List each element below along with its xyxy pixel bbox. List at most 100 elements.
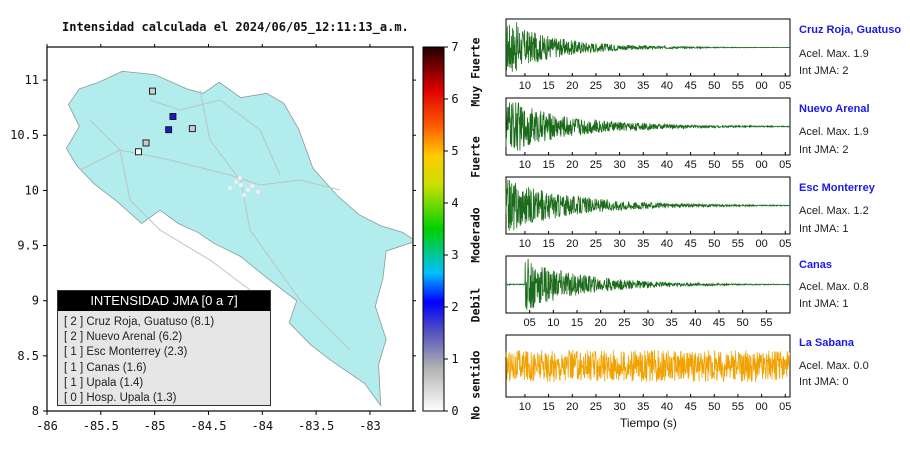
colorbar-category-label: Moderado xyxy=(469,207,483,262)
trace-tick-label: 55 xyxy=(732,159,744,171)
trace-tick-label: 45 xyxy=(713,317,725,329)
map-title: Intensidad calculada el 2024/06/05_12:11… xyxy=(62,20,409,34)
seismogram-trace xyxy=(505,102,790,151)
trace-accel: Acel. Max. 1.9 xyxy=(799,48,869,60)
trace-tick-label: 40 xyxy=(661,80,673,92)
trace-tick-label: 30 xyxy=(613,401,625,413)
seismogram-trace xyxy=(505,179,791,231)
trace-tick-label: 50 xyxy=(708,159,720,171)
y-tick-label: 9.5 xyxy=(17,239,39,253)
trace-name: Nuevo Arenal xyxy=(799,103,870,115)
seismogram-trace xyxy=(505,22,791,72)
city-dot xyxy=(233,179,239,185)
trace-tick-label: 05 xyxy=(779,238,791,250)
trace-tick-label: 40 xyxy=(689,317,701,329)
y-tick-label: 8.5 xyxy=(17,349,39,363)
colorbar-tick-label: 6 xyxy=(451,92,458,106)
trace-accel: Acel. Max. 1.9 xyxy=(799,126,869,138)
station-marker xyxy=(169,113,177,120)
city-dot xyxy=(255,189,261,195)
trace-tick-label: 50 xyxy=(737,317,749,329)
trace-jma: Int JMA: 2 xyxy=(799,144,849,156)
station-marker xyxy=(142,139,150,147)
trace-tick-label: 30 xyxy=(613,80,625,92)
legend-title: INTENSIDAD JMA [0 a 7] xyxy=(58,291,270,311)
road-line xyxy=(199,89,241,181)
trace-jma: Int JMA: 2 xyxy=(799,65,849,77)
trace-tick-label: 05 xyxy=(779,80,791,92)
trace-tick-label: 50 xyxy=(708,401,720,413)
trace-tick-label: 20 xyxy=(566,401,578,413)
trace-tick-label: 35 xyxy=(637,159,649,171)
trace-tick-label: 25 xyxy=(590,401,602,413)
trace-name: Cruz Roja, Guatuso xyxy=(799,24,902,36)
trace-tick-label: 15 xyxy=(542,401,554,413)
trace-accel: Acel. Max. 0.0 xyxy=(799,360,869,372)
road-line xyxy=(119,149,251,291)
trace-tick-label: 25 xyxy=(590,159,602,171)
trace-tick-label: 45 xyxy=(684,80,696,92)
trace-tick-label: 15 xyxy=(542,238,554,250)
trace-tick-label: 00 xyxy=(755,80,767,92)
legend-item: [ 0 ] Hosp. Upala (1.3) xyxy=(64,391,177,404)
trace-tick-label: 00 xyxy=(755,401,767,413)
station-marker xyxy=(149,87,156,95)
legend-item: [ 1 ] Canas (1.6) xyxy=(64,361,147,374)
trace-tick-label: 20 xyxy=(595,317,607,329)
city-dot xyxy=(249,183,255,189)
costa-rica-land xyxy=(65,70,413,407)
road-line xyxy=(239,174,351,351)
city-dot xyxy=(245,187,251,193)
trace-tick-label: 35 xyxy=(637,80,649,92)
trace-jma: Int JMA: 0 xyxy=(799,376,849,388)
trace-accel: Acel. Max. 0.8 xyxy=(799,281,869,293)
trace-tick-label: 40 xyxy=(661,238,673,250)
trace-tick-label: 15 xyxy=(542,159,554,171)
legend-item: [ 1 ] Esc Monterrey (2.3) xyxy=(64,346,188,359)
trace-tick-label: 05 xyxy=(779,401,791,413)
trace-name: La Sabana xyxy=(799,337,855,349)
road-line xyxy=(89,119,121,151)
trace-tick-label: 55 xyxy=(732,238,744,250)
trace-tick-label: 45 xyxy=(684,159,696,171)
map-area xyxy=(65,70,413,407)
trace-tick-label: 00 xyxy=(755,238,767,250)
colorbar xyxy=(422,46,445,412)
trace-tick-label: 10 xyxy=(519,401,531,413)
legend-item: [ 2 ] Cruz Roja, Guatuso (8.1) xyxy=(64,316,215,328)
x-tick-label: -85 xyxy=(144,419,166,433)
y-tick-label: 8 xyxy=(32,404,39,418)
trace-tick-label: 10 xyxy=(547,317,559,329)
trace-tick-label: 55 xyxy=(732,401,744,413)
city-dot xyxy=(241,192,247,198)
trace-tick-label: 15 xyxy=(542,80,554,92)
trace-tick-label: 30 xyxy=(613,238,625,250)
legend-item: [ 2 ] Nuevo Arenal (6.2) xyxy=(64,331,183,344)
trace-tick-label: 50 xyxy=(708,80,720,92)
trace-tick-label: 30 xyxy=(613,159,625,171)
colorbar-category-label: Muy Fuerte xyxy=(469,37,483,106)
colorbar-tick-label: 4 xyxy=(451,196,458,210)
trace-tick-label: 25 xyxy=(590,80,602,92)
colorbar-tick-label: 2 xyxy=(451,300,458,314)
colorbar-tick-label: 3 xyxy=(451,248,458,262)
trace-tick-label: 25 xyxy=(618,317,630,329)
city-dot xyxy=(227,185,233,191)
x-tick-label: -84 xyxy=(251,419,273,433)
trace-tick-label: 10 xyxy=(519,80,531,92)
colorbar-category-label: No sentido xyxy=(469,350,483,419)
seismogram-trace xyxy=(505,258,791,310)
station-marker xyxy=(165,126,173,134)
trace-tick-label: 05 xyxy=(779,159,791,171)
colorbar-tick-label: 1 xyxy=(451,352,458,366)
trace-tick-label: 40 xyxy=(661,159,673,171)
trace-tick-label: 20 xyxy=(566,238,578,250)
trace-tick-label: 25 xyxy=(590,238,602,250)
station-marker xyxy=(188,125,196,133)
trace-tick-label: 15 xyxy=(571,317,583,329)
trace-tick-label: 55 xyxy=(732,80,744,92)
y-tick-label: 10 xyxy=(25,183,39,197)
trace-tick-label: 00 xyxy=(755,159,767,171)
trace-tick-label: 45 xyxy=(684,238,696,250)
